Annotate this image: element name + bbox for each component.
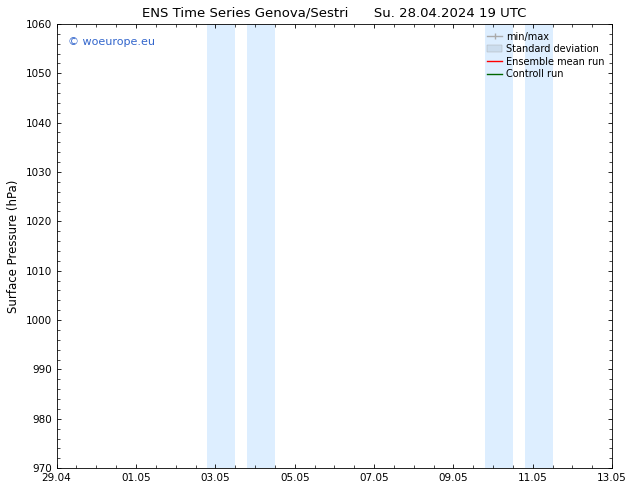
- Text: © woeurope.eu: © woeurope.eu: [68, 37, 155, 47]
- Y-axis label: Surface Pressure (hPa): Surface Pressure (hPa): [7, 179, 20, 313]
- Legend: min/max, Standard deviation, Ensemble mean run, Controll run: min/max, Standard deviation, Ensemble me…: [484, 29, 607, 82]
- Bar: [247, 24, 275, 468]
- Bar: [485, 24, 513, 468]
- Bar: [207, 24, 235, 468]
- Title: ENS Time Series Genova/Sestri      Su. 28.04.2024 19 UTC: ENS Time Series Genova/Sestri Su. 28.04.…: [142, 7, 527, 20]
- Bar: [525, 24, 553, 468]
